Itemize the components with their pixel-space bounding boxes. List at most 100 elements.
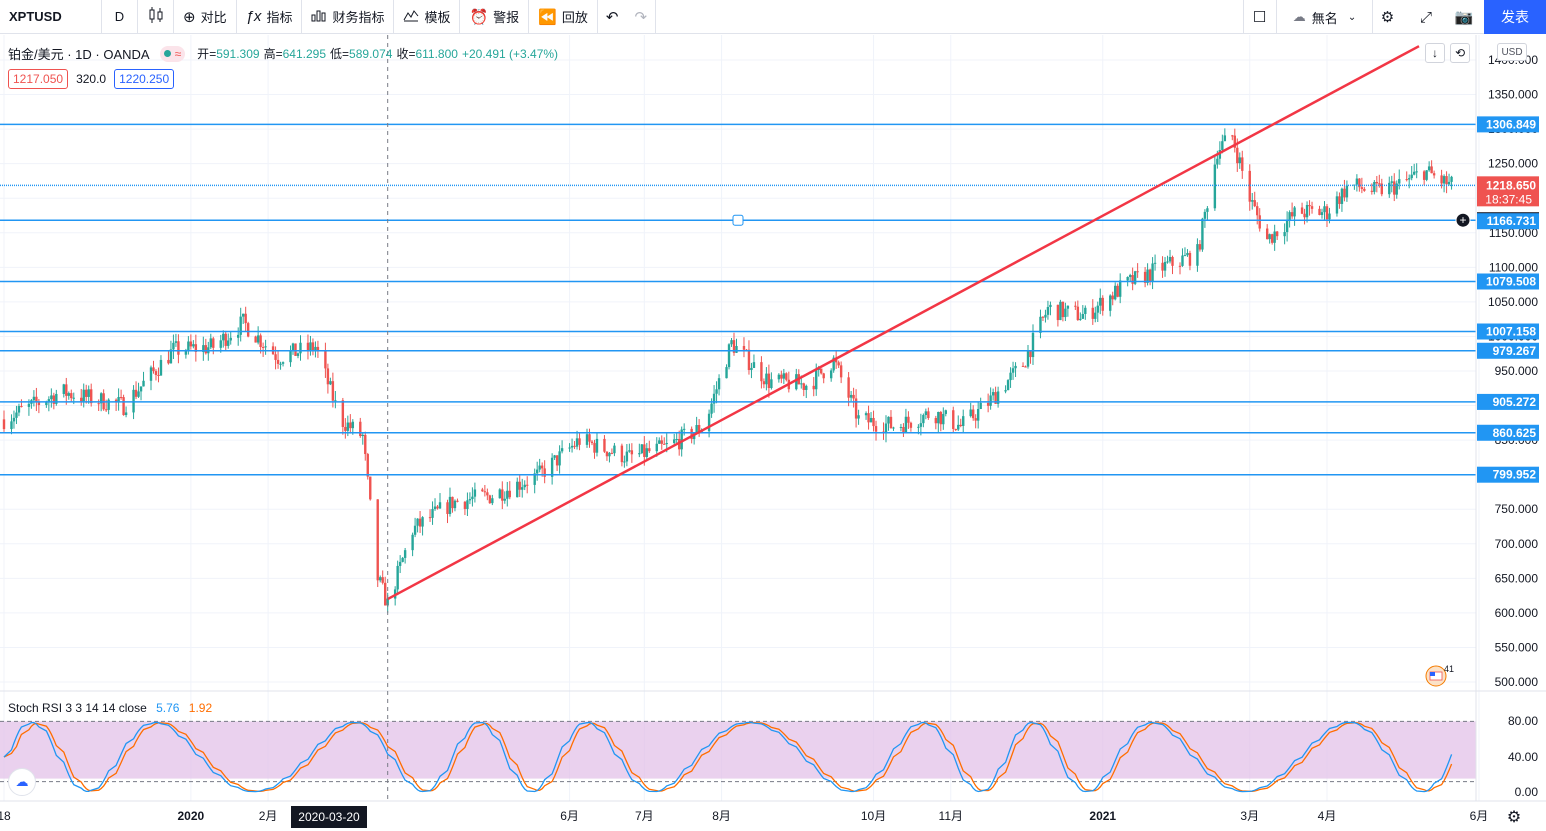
fullscreen-button[interactable]: ⤢ bbox=[1410, 0, 1442, 34]
candle-body bbox=[438, 502, 442, 509]
candle-body bbox=[899, 426, 903, 428]
candle-body bbox=[1186, 252, 1189, 256]
candle-body bbox=[620, 445, 624, 463]
indicators-button[interactable]: ƒx 指标 bbox=[237, 0, 303, 34]
alert-label: 警报 bbox=[493, 10, 520, 25]
candle-body bbox=[361, 434, 364, 437]
compare-button[interactable]: ⊕ 对比 bbox=[174, 0, 237, 34]
templates-button[interactable]: 模板 bbox=[394, 0, 461, 34]
candle-body bbox=[289, 350, 292, 363]
redo-button[interactable]: ↷ bbox=[626, 0, 657, 34]
candle-body bbox=[1325, 206, 1329, 220]
scroll-down-button[interactable]: ↓ bbox=[1425, 43, 1445, 63]
trendline[interactable] bbox=[387, 45, 1420, 601]
chart-settings-button[interactable]: ⚙ bbox=[1503, 806, 1525, 828]
level-price-tag bbox=[1477, 424, 1539, 441]
candle-body bbox=[1223, 135, 1227, 142]
ask-button[interactable]: 1220.250 bbox=[114, 69, 175, 89]
replay-button[interactable]: ⏪ 回放 bbox=[529, 0, 598, 34]
candle-body bbox=[1143, 271, 1147, 283]
candle-body bbox=[294, 343, 297, 356]
candle-body bbox=[922, 415, 925, 424]
candle-body bbox=[959, 424, 962, 426]
candle-body bbox=[194, 344, 198, 352]
horizontal-levels[interactable] bbox=[0, 123, 1476, 476]
candle-body bbox=[742, 346, 746, 350]
candle-body bbox=[762, 381, 766, 385]
candle-body bbox=[45, 402, 48, 406]
candle-body bbox=[892, 427, 895, 429]
candle-body bbox=[17, 406, 21, 413]
countdown-label: 18:37:45 bbox=[1485, 192, 1532, 206]
candle-body bbox=[366, 454, 369, 477]
candle-body bbox=[907, 416, 910, 423]
stoch-k-value: 5.76 bbox=[156, 701, 180, 715]
candle-body bbox=[521, 487, 524, 490]
candle-body bbox=[1251, 200, 1254, 202]
financials-button[interactable]: 财务指标 bbox=[302, 0, 395, 34]
candle-body bbox=[1006, 380, 1010, 391]
candle-body bbox=[555, 455, 559, 466]
candle-body bbox=[971, 409, 975, 419]
candle-body bbox=[1241, 157, 1244, 171]
candle-body bbox=[1427, 166, 1431, 171]
candle-body bbox=[386, 598, 389, 606]
candle-body bbox=[291, 343, 295, 351]
candle-body bbox=[401, 557, 404, 562]
symbol-search-button[interactable]: XPTUSD bbox=[0, 0, 102, 34]
snapshot-button[interactable]: 📷 bbox=[1448, 0, 1480, 34]
events-flag-icon[interactable]: 41 bbox=[1424, 663, 1458, 687]
candle-body bbox=[812, 385, 815, 390]
chart-canvas[interactable]: 1400.0001350.0001300.0001250.0001200.000… bbox=[0, 35, 1546, 831]
tradingview-logo-icon[interactable]: ☁ bbox=[8, 768, 36, 796]
candle-body bbox=[605, 451, 609, 457]
candle-body bbox=[1178, 265, 1182, 267]
candle-body bbox=[872, 417, 875, 427]
candle-body bbox=[119, 397, 123, 399]
candle-body bbox=[1029, 351, 1032, 358]
level-price-label: 1079.508 bbox=[1486, 274, 1536, 288]
candle-body bbox=[1340, 188, 1344, 204]
market-status-badge[interactable]: ≈ bbox=[159, 45, 186, 62]
candle-body bbox=[1265, 228, 1269, 240]
currency-button[interactable]: USD bbox=[1497, 43, 1527, 61]
candle-body bbox=[1171, 256, 1174, 266]
candle-body bbox=[1258, 215, 1261, 229]
candle-body bbox=[167, 359, 170, 364]
candle-body bbox=[852, 394, 855, 399]
candle-body bbox=[1039, 316, 1042, 333]
price-tick-label: 750.000 bbox=[1495, 502, 1539, 516]
chart-style-button[interactable] bbox=[138, 0, 174, 34]
candle-body bbox=[1026, 351, 1030, 367]
candle-body bbox=[192, 344, 195, 347]
layout-select-button[interactable]: ☐ bbox=[1243, 0, 1275, 34]
candle-body bbox=[857, 415, 860, 419]
publish-button[interactable]: 发表 bbox=[1484, 0, 1546, 34]
templates-icon bbox=[403, 8, 419, 26]
candle-body bbox=[239, 316, 242, 335]
bid-button[interactable]: 1217.050 bbox=[8, 69, 69, 89]
settings-button[interactable]: ⚙ bbox=[1372, 0, 1402, 34]
candle-body bbox=[553, 455, 556, 458]
layout-name-button[interactable]: ☁ 無名 ⌄ bbox=[1276, 0, 1372, 34]
candle-body bbox=[104, 409, 108, 411]
candle-body bbox=[1355, 178, 1359, 185]
candle-body bbox=[849, 394, 853, 398]
candle-body bbox=[87, 389, 90, 397]
candle-body bbox=[1445, 176, 1448, 185]
candle-body bbox=[2, 419, 6, 430]
price-tick-label: 500.000 bbox=[1495, 675, 1539, 689]
interval-label: D bbox=[114, 9, 125, 24]
level-price-tag bbox=[1477, 342, 1539, 359]
interval-button[interactable]: D bbox=[102, 0, 138, 34]
alert-button[interactable]: ⏰ 警报 bbox=[460, 0, 530, 34]
last-price-tag bbox=[1477, 176, 1539, 207]
candle-body bbox=[1198, 244, 1202, 250]
undo-button[interactable]: ↶ bbox=[598, 0, 627, 34]
candle-body bbox=[1328, 213, 1331, 220]
toggle-layout-button[interactable]: ⟲ bbox=[1450, 43, 1470, 63]
candle-body bbox=[431, 509, 434, 518]
camera-icon: 📷 bbox=[1454, 9, 1474, 26]
candle-body bbox=[543, 468, 546, 477]
candle-body bbox=[254, 336, 257, 343]
